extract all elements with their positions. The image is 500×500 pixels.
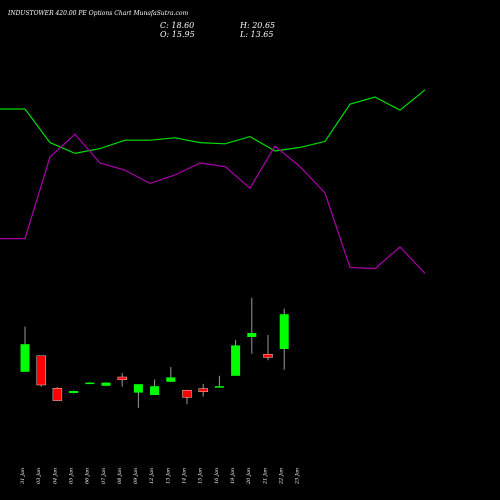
candle-body: [69, 391, 79, 393]
candle-0: [20, 326, 30, 372]
x-tick-label: 06 Jan: [85, 468, 91, 484]
candle-16: [279, 308, 289, 370]
candle-4: [85, 382, 95, 385]
candle-body: [198, 388, 208, 393]
candle-body: [20, 344, 30, 372]
candle-body: [279, 314, 289, 349]
candle-body: [117, 376, 127, 380]
high-value: H: 20.65: [240, 21, 276, 30]
candle-11: [198, 383, 208, 397]
candle-body: [231, 345, 241, 376]
x-tick-label: 09 Jan: [133, 468, 139, 484]
candle-15: [263, 335, 273, 361]
candle-body: [85, 382, 95, 385]
chart-title: INDUSTOWER 420.00 PE Options Chart Munaf…: [8, 10, 189, 17]
x-tick-label: 15 Jan: [198, 468, 204, 484]
x-tick-label: 16 Jan: [214, 468, 220, 484]
candle-10: [182, 390, 192, 405]
candle-13: [231, 339, 241, 376]
candle-5: [101, 382, 111, 386]
candles: [20, 297, 289, 408]
candle-body: [166, 377, 176, 382]
x-tick-label: 23 Jan: [295, 468, 301, 485]
x-tick-label: 03 Jan: [36, 468, 42, 484]
x-axis-labels: 31 Jan 03 Jan 04 Jan 05 Jan 06 Jan 07 Jan 08 J…: [20, 468, 301, 485]
x-tick-label: 20 Jan: [246, 468, 252, 485]
candle-body: [263, 354, 273, 358]
series-line-1: [0, 133, 426, 274]
open-value: O: 15.95: [160, 30, 195, 39]
x-tick-label: 13 Jan: [165, 468, 171, 484]
candle-7: [133, 384, 143, 408]
indicator-lines: [0, 89, 426, 274]
candle-12: [214, 375, 224, 388]
x-tick-label: 07 Jan: [101, 468, 107, 484]
x-tick-label: 22 Jan: [278, 468, 284, 485]
candle-body: [150, 386, 160, 395]
candle-body: [182, 390, 192, 398]
candle-body: [247, 333, 257, 337]
x-tick-label: 19 Jan: [230, 468, 236, 484]
candle-body: [133, 384, 143, 393]
candle-2: [52, 387, 63, 401]
series-line-0: [0, 89, 426, 155]
candle-body: [36, 355, 46, 386]
candle-1: [36, 355, 46, 387]
x-tick-label: 21 Jan: [262, 468, 268, 485]
x-tick-label: 14 Jan: [182, 468, 188, 484]
x-tick-label: 05 Jan: [68, 468, 74, 484]
candle-8: [150, 379, 160, 395]
x-tick-label: 08 Jan: [117, 468, 123, 484]
candle-3: [69, 390, 79, 394]
candle-body: [52, 388, 63, 401]
close-value: C: 18.60: [160, 21, 195, 30]
candle-body: [101, 382, 111, 386]
candle-6: [117, 373, 127, 387]
candle-14: [247, 297, 257, 354]
candle-9: [166, 367, 176, 382]
low-value: L: 13.65: [240, 30, 274, 39]
candle-body: [214, 386, 224, 388]
x-tick-label: 12 Jan: [149, 468, 155, 484]
x-tick-label: 31 Jan: [20, 468, 26, 484]
x-tick-label: 04 Jan: [52, 468, 58, 484]
